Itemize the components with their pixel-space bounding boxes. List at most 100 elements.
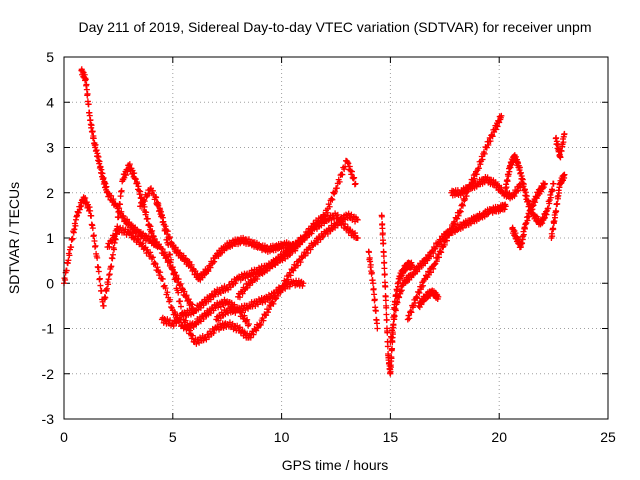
data-point-fill bbox=[553, 134, 560, 141]
plot-frame bbox=[63, 56, 609, 420]
data-point-fill bbox=[517, 184, 524, 191]
data-point bbox=[413, 293, 420, 300]
data-point-fill bbox=[303, 234, 310, 241]
data-point-fill bbox=[258, 269, 265, 276]
data-point-fill bbox=[512, 153, 519, 160]
data-point-fill bbox=[177, 316, 184, 323]
data-point-fill bbox=[394, 299, 401, 306]
data-point-fill bbox=[504, 178, 511, 185]
data-point-fill bbox=[154, 264, 161, 271]
data-point-fill bbox=[549, 187, 556, 194]
data-point-fill bbox=[259, 299, 266, 306]
data-point-fill bbox=[372, 307, 379, 314]
data-point-fill bbox=[123, 172, 130, 179]
data-point-fill bbox=[538, 188, 545, 195]
data-point bbox=[354, 216, 361, 223]
data-point-fill bbox=[383, 311, 390, 318]
data-point-fill bbox=[90, 232, 97, 239]
data-point-fill bbox=[558, 148, 565, 155]
data-point-fill bbox=[441, 241, 448, 248]
data-point-fill bbox=[197, 304, 204, 311]
data-point-fill bbox=[378, 213, 385, 220]
data-point-fill bbox=[257, 321, 264, 328]
data-point-fill bbox=[245, 236, 252, 243]
data-point-fill bbox=[108, 263, 115, 270]
y-tick-label: 2 bbox=[46, 185, 54, 201]
data-point-fill bbox=[94, 254, 101, 261]
data-point-fill bbox=[167, 251, 174, 258]
data-point bbox=[498, 112, 505, 119]
data-point-fill bbox=[352, 230, 359, 237]
data-point-fill bbox=[526, 213, 533, 220]
data-point-fill bbox=[447, 229, 454, 236]
data-point-fill bbox=[149, 227, 156, 234]
data-point-fill bbox=[260, 317, 267, 324]
data-point-fill bbox=[147, 249, 154, 256]
data-point-fill bbox=[371, 296, 378, 303]
data-point bbox=[374, 325, 381, 332]
data-point-fill bbox=[527, 208, 534, 215]
data-point-fill bbox=[103, 183, 110, 190]
data-point-fill bbox=[89, 225, 96, 232]
data-point-fill bbox=[272, 292, 279, 299]
data-point-fill bbox=[186, 258, 193, 265]
data-point-fill bbox=[370, 285, 377, 292]
data-point-fill bbox=[387, 364, 394, 371]
data-point-fill bbox=[384, 329, 391, 336]
data-point-fill bbox=[129, 230, 136, 237]
data-point-fill bbox=[552, 214, 559, 221]
data-point-fill bbox=[553, 208, 560, 215]
data-point-fill bbox=[89, 128, 96, 135]
data-point-fill bbox=[164, 228, 171, 235]
data-point-fill bbox=[471, 175, 478, 182]
data-point-fill bbox=[69, 235, 76, 242]
data-point bbox=[256, 320, 263, 327]
data-point-fill bbox=[239, 290, 246, 297]
data-point-fill bbox=[381, 259, 388, 266]
data-point-fill bbox=[373, 320, 380, 327]
data-point-fill bbox=[229, 308, 236, 315]
y-tick-label: -2 bbox=[42, 366, 55, 382]
data-point bbox=[550, 180, 557, 187]
data-point-fill bbox=[266, 265, 273, 272]
data-point-fill bbox=[172, 276, 179, 283]
data-point-fill bbox=[384, 343, 391, 350]
data-point-fill bbox=[164, 289, 171, 296]
data-point-fill bbox=[344, 159, 351, 166]
data-point bbox=[387, 339, 394, 346]
data-point-fill bbox=[346, 163, 353, 170]
data-point-fill bbox=[184, 323, 191, 330]
data-point-fill bbox=[180, 252, 187, 259]
data-point-fill bbox=[92, 242, 99, 249]
data-point-fill bbox=[149, 254, 156, 261]
data-point-fill bbox=[323, 209, 330, 216]
data-point-fill bbox=[366, 249, 373, 256]
data-point-fill bbox=[157, 269, 164, 276]
data-point-fill bbox=[62, 276, 69, 283]
data-point-fill bbox=[167, 296, 174, 303]
data-point-fill bbox=[446, 232, 453, 239]
data-point-fill bbox=[496, 119, 503, 126]
data-point-fill bbox=[206, 333, 213, 340]
data-point-fill bbox=[163, 231, 170, 238]
data-point-fill bbox=[473, 171, 480, 178]
data-point-fill bbox=[539, 220, 546, 227]
data-point-fill bbox=[154, 199, 161, 206]
data-point-fill bbox=[297, 279, 304, 286]
y-tick-label: 4 bbox=[46, 94, 54, 110]
data-point-fill bbox=[287, 272, 294, 279]
data-point-fill bbox=[144, 215, 151, 222]
data-points bbox=[61, 66, 568, 377]
data-point-fill bbox=[139, 240, 146, 247]
data-point-fill bbox=[348, 168, 355, 175]
data-point-fill bbox=[433, 258, 440, 265]
data-point-fill bbox=[418, 301, 425, 308]
data-point bbox=[457, 207, 464, 214]
y-tick-label: 0 bbox=[46, 275, 54, 291]
data-point bbox=[561, 130, 568, 137]
data-point-fill bbox=[115, 214, 122, 221]
data-point-fill bbox=[102, 294, 109, 301]
data-point-fill bbox=[236, 324, 243, 331]
data-point bbox=[352, 180, 359, 187]
